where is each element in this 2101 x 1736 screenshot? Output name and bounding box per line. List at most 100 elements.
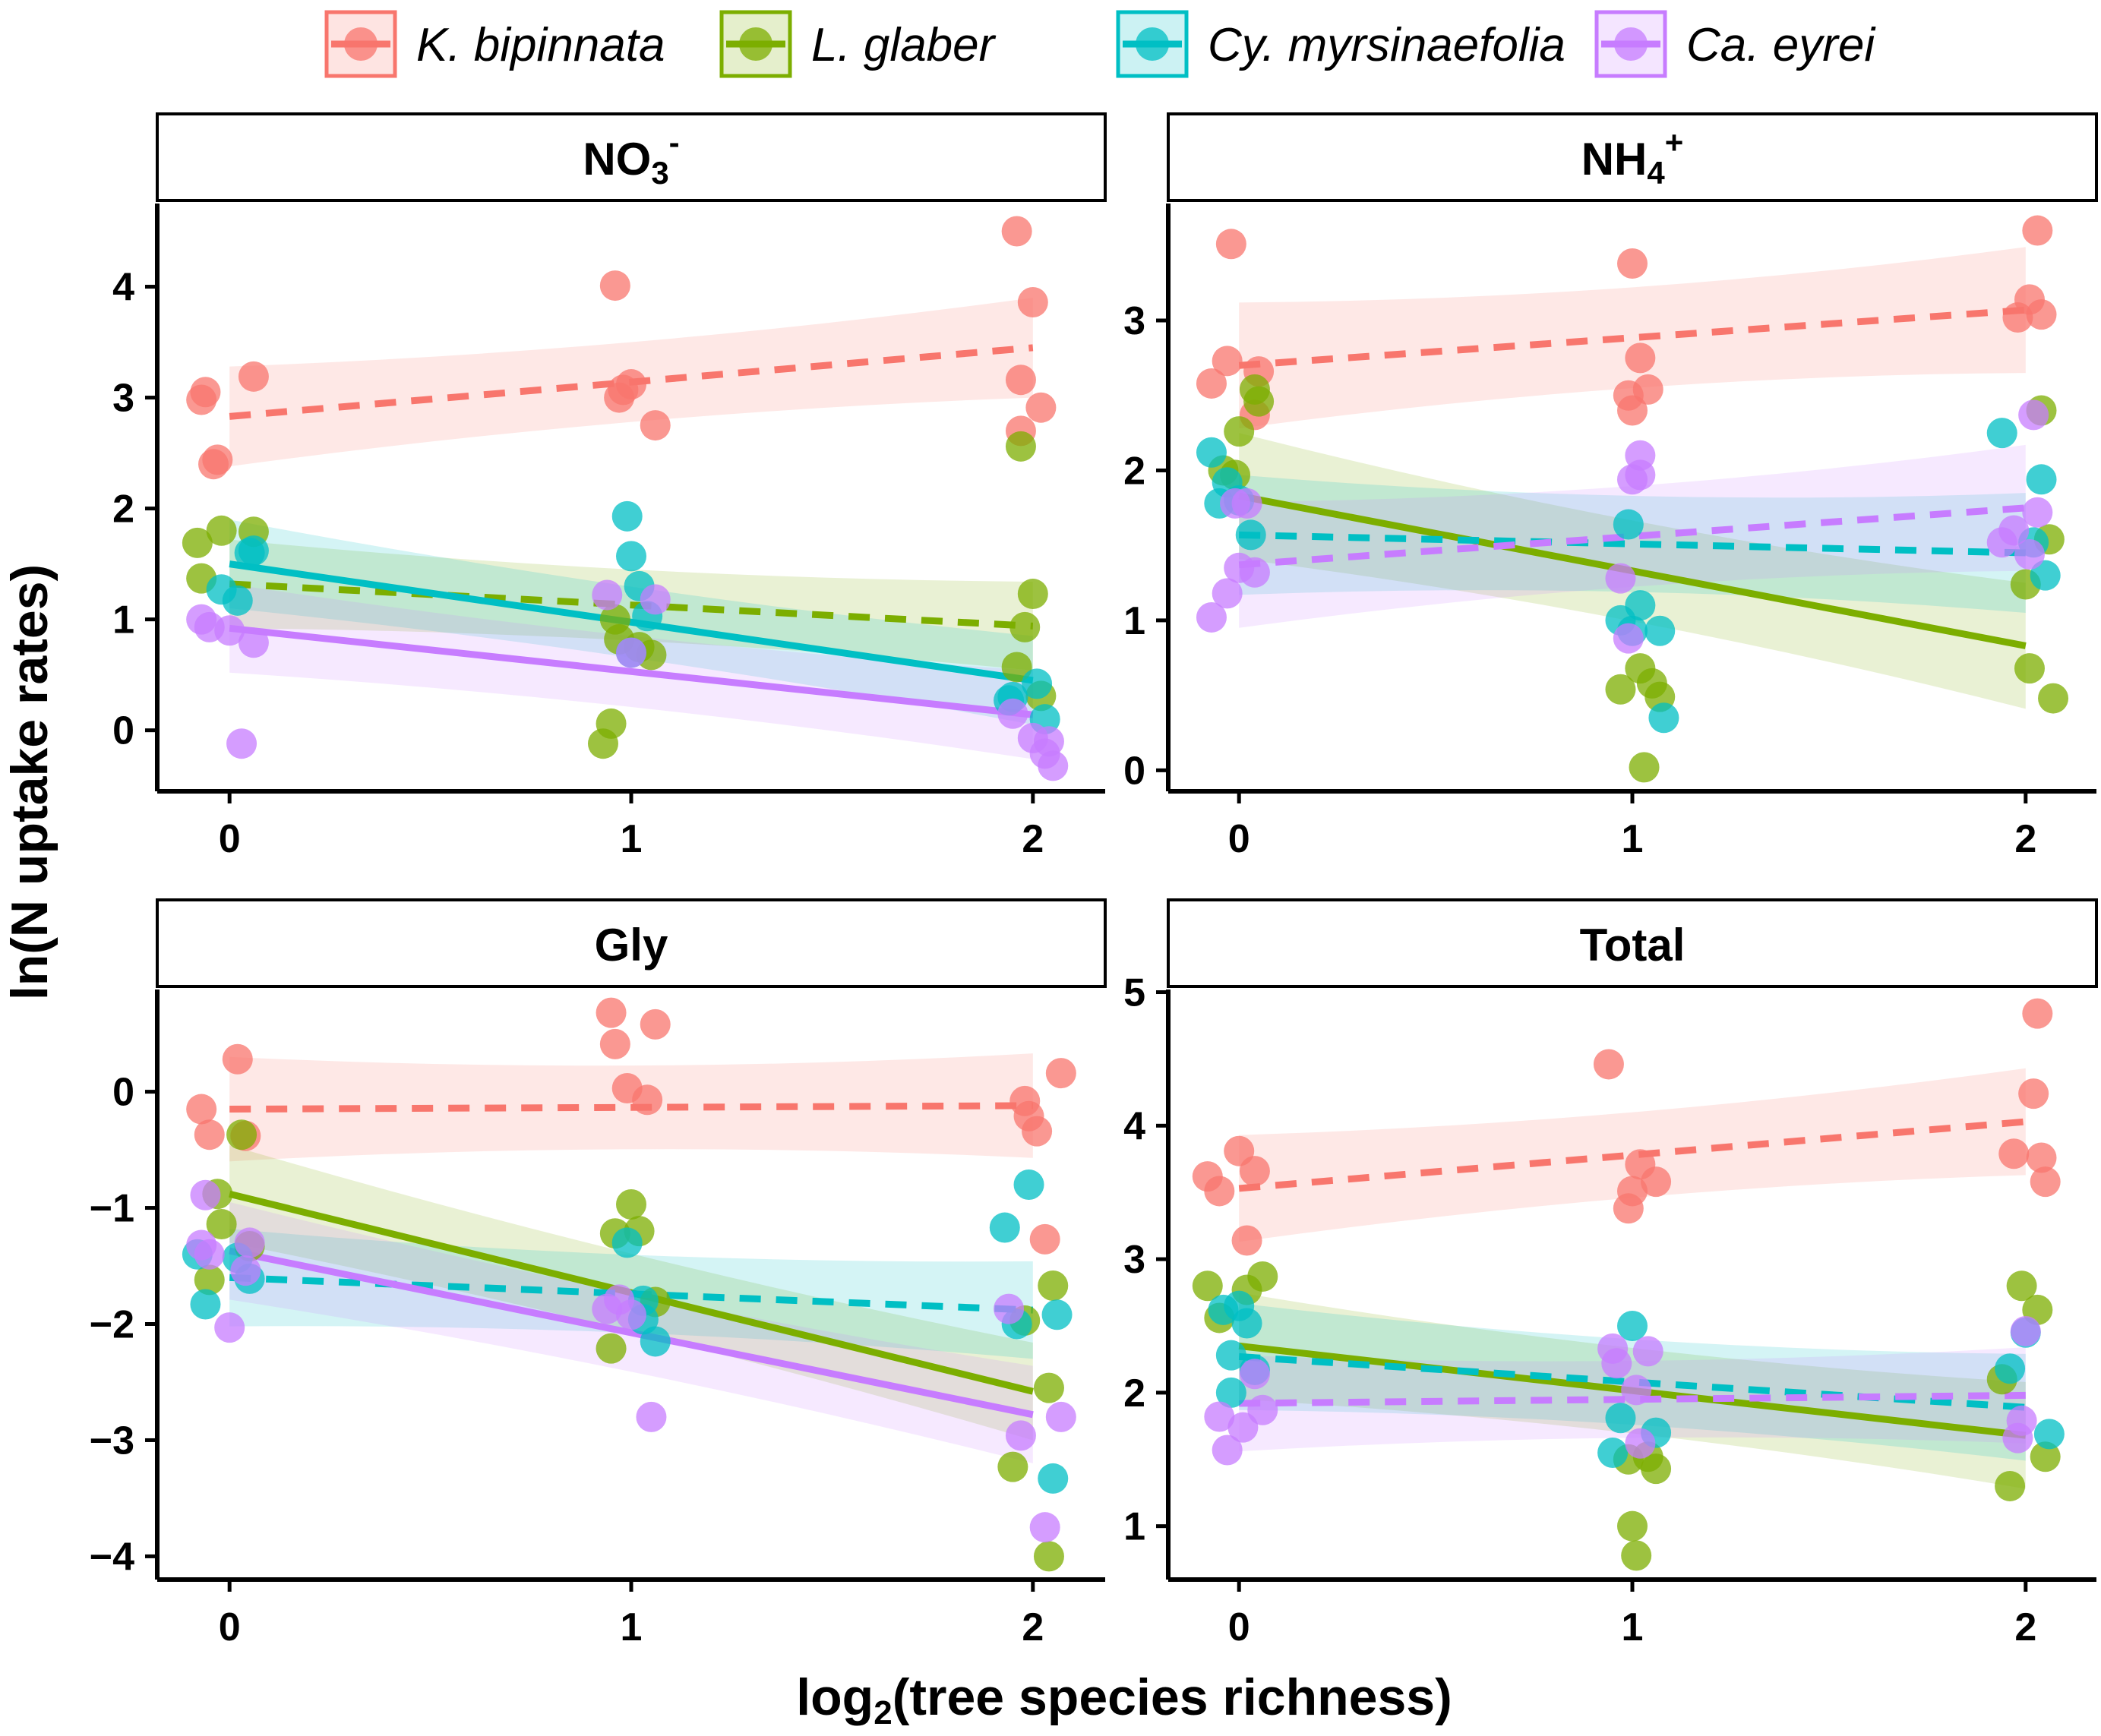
data-point-k-bipinnata [1231, 1225, 1262, 1256]
data-point-ca-eyrei [2018, 399, 2049, 431]
data-point-ca-eyrei [994, 1293, 1025, 1324]
data-point-k-bipinnata [1022, 1116, 1053, 1147]
data-point-k-bipinnata [1617, 1176, 1648, 1207]
legend-label: L. glaber [811, 19, 997, 71]
data-point-l-glaber [1641, 1454, 1672, 1485]
data-point-k-bipinnata [1239, 1156, 1270, 1187]
x-tick-label: 0 [219, 817, 241, 861]
data-point-ca-eyrei [2014, 539, 2045, 570]
data-point-k-bipinnata [1617, 248, 1648, 279]
y-tick-label: 2 [112, 488, 134, 532]
x-axis-title-main: log [796, 1668, 874, 1726]
legend-key-point [344, 27, 378, 61]
data-point-ca-eyrei [214, 1312, 245, 1343]
data-point-l-glaber [1621, 1540, 1652, 1571]
data-point-cy-myrsinaefolia [1231, 1308, 1262, 1339]
data-point-cy-myrsinaefolia [1644, 615, 1676, 646]
data-point-l-glaber [1005, 431, 1036, 462]
data-point-ca-eyrei [640, 584, 671, 615]
panel-title: NO3- [583, 125, 679, 191]
data-point-k-bipinnata [190, 377, 221, 408]
y-axis-title: ln(N uptake rates) [1, 564, 58, 1000]
legend-key-point [739, 27, 772, 61]
data-point-ca-eyrei [194, 1239, 225, 1270]
data-point-cy-myrsinaefolia [2026, 464, 2057, 495]
data-point-k-bipinnata [1641, 1166, 1672, 1198]
data-point-cy-myrsinaefolia [2030, 560, 2061, 591]
data-point-k-bipinnata [2026, 1142, 2057, 1173]
data-point-k-bipinnata [1617, 395, 1648, 426]
panel-title-main: Total [1580, 920, 1686, 971]
data-point-ca-eyrei [1204, 1401, 1235, 1432]
legend-label: Ca. eyrei [1686, 19, 1876, 71]
data-point-l-glaber [226, 1119, 257, 1150]
data-point-ca-eyrei [1045, 1401, 1076, 1432]
fit-line-k-bipinnata [1238, 306, 2027, 369]
legend-item-ca-eyrei: Ca. eyrei [1594, 10, 1876, 78]
data-point-ca-eyrei [1196, 601, 1227, 633]
data-point-l-glaber [206, 515, 237, 546]
data-point-ca-eyrei [1033, 726, 1064, 757]
ci-band-cy-myrsinaefolia [1239, 475, 2026, 614]
fit-line-k-bipinnata [1238, 1118, 2027, 1192]
data-point-cy-myrsinaefolia [1235, 519, 1266, 551]
x-axis-title: log2(tree species richness) [796, 1668, 1452, 1731]
data-point-cy-myrsinaefolia [1013, 1169, 1044, 1200]
y-tick-label: 5 [1123, 971, 1145, 1015]
x-tick-label: 0 [219, 1605, 241, 1649]
data-point-ca-eyrei [2022, 497, 2053, 528]
data-point-l-glaber [596, 708, 627, 739]
y-tick-label: 3 [112, 377, 134, 421]
y-tick-label: 1 [1123, 599, 1145, 643]
x-axis-title-rest: (tree species richness) [893, 1668, 1452, 1726]
data-point-ca-eyrei [1621, 1375, 1652, 1406]
data-point-l-glaber [1617, 1510, 1648, 1542]
data-point-cy-myrsinaefolia [190, 1289, 221, 1320]
y-tick-label: 1 [112, 598, 134, 642]
y-tick-label: 4 [1123, 1104, 1145, 1148]
data-point-ca-eyrei [616, 1299, 646, 1330]
data-point-ca-eyrei [1231, 488, 1262, 519]
data-point-cy-myrsinaefolia [1215, 1340, 1246, 1371]
data-point-ca-eyrei [2010, 1316, 2041, 1347]
panel-total: Total 0 1 2 1 2 3 4 5 [1123, 898, 2098, 1649]
data-point-l-glaber [1001, 652, 1032, 683]
data-point-l-glaber [1009, 611, 1041, 642]
data-point-k-bipinnata [2018, 1078, 2049, 1109]
plot-area [1196, 215, 2069, 783]
data-point-k-bipinnata [238, 361, 269, 392]
x-tick-label: 2 [1022, 1605, 1044, 1649]
data-point-cy-myrsinaefolia [1597, 1437, 1629, 1468]
data-point-cy-myrsinaefolia [1196, 437, 1227, 468]
data-point-l-glaber [1224, 416, 1255, 447]
x-tick-label: 2 [1022, 817, 1044, 861]
data-point-k-bipinnata [2026, 299, 2057, 330]
data-point-cy-myrsinaefolia [238, 535, 269, 567]
data-point-cy-myrsinaefolia [640, 1326, 671, 1357]
data-point-cy-myrsinaefolia [1041, 1299, 1073, 1330]
y-tick-label: 1 [1123, 1505, 1145, 1549]
legend-key-point [1614, 27, 1648, 61]
legend: K. bipinnata L. glaber Cy. myrsinaefolia Ca… [324, 10, 1876, 78]
data-point-k-bipinnata [1212, 346, 1243, 377]
data-point-ca-eyrei [226, 728, 257, 759]
data-point-cy-myrsinaefolia [222, 585, 253, 616]
data-point-ca-eyrei [1632, 1336, 1663, 1367]
panel-title: NH4+ [1581, 125, 1684, 191]
data-point-k-bipinnata [2022, 998, 2053, 1029]
y-tick-label: −4 [90, 1535, 134, 1579]
x-tick-label: 1 [1622, 1605, 1644, 1649]
data-point-l-glaber [1038, 1270, 1069, 1302]
data-point-k-bipinnata [640, 410, 671, 441]
panel-title-main: NH [1581, 134, 1648, 185]
data-point-cy-myrsinaefolia [1038, 1463, 1069, 1494]
data-point-l-glaber [2030, 1441, 2061, 1472]
data-point-ca-eyrei [1247, 1394, 1278, 1425]
data-point-ca-eyrei [238, 627, 269, 658]
data-point-ca-eyrei [234, 1227, 265, 1258]
y-tick-label: 3 [1123, 1238, 1145, 1282]
data-point-l-glaber [1033, 1541, 1064, 1572]
data-point-k-bipinnata [599, 1028, 630, 1059]
data-point-ca-eyrei [592, 579, 623, 611]
